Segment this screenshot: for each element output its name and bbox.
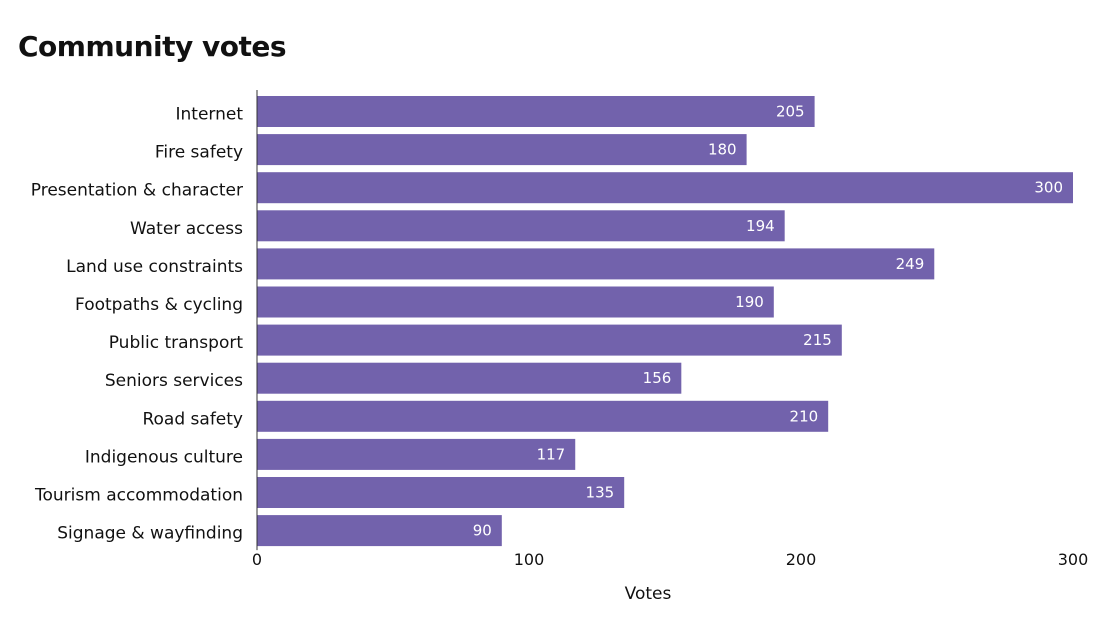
category-label: Water access: [130, 219, 243, 239]
bar: [257, 134, 747, 165]
x-axis-title: Votes: [625, 584, 672, 604]
category-label: Presentation & character: [31, 181, 243, 201]
x-tick-label: 200: [786, 550, 817, 569]
data-label: 190: [735, 293, 764, 311]
category-label: Signage & wayfinding: [57, 524, 243, 544]
bar: [257, 515, 502, 546]
category-label: Tourism accommodation: [34, 486, 243, 506]
bar: [257, 96, 815, 127]
data-label: 156: [643, 369, 672, 387]
category-label: Internet: [175, 105, 243, 125]
data-label: 215: [803, 331, 832, 349]
bar: [257, 325, 842, 356]
bar: [257, 401, 828, 432]
data-label: 135: [586, 484, 615, 502]
data-label: 117: [537, 445, 566, 463]
category-label: Public transport: [109, 333, 244, 353]
bar: [257, 363, 681, 394]
x-tick-label: 0: [252, 550, 262, 569]
bar: [257, 287, 774, 318]
data-label: 90: [473, 522, 492, 540]
data-label: 210: [790, 407, 819, 425]
x-tick-label: 300: [1058, 550, 1089, 569]
category-label: Fire safety: [155, 143, 243, 163]
bar: [257, 172, 1073, 203]
category-label: Footpaths & cycling: [75, 295, 243, 315]
category-label: Indigenous culture: [85, 447, 243, 467]
data-label: 249: [896, 255, 925, 273]
bar: [257, 248, 934, 279]
data-label: 194: [746, 217, 775, 235]
data-label: 180: [708, 141, 737, 159]
data-label: 300: [1034, 179, 1063, 197]
x-tick-label: 100: [514, 550, 545, 569]
data-label: 205: [776, 103, 805, 121]
category-label: Land use constraints: [66, 257, 243, 277]
bar: [257, 439, 575, 470]
category-label: Seniors services: [105, 371, 243, 391]
category-label: Road safety: [142, 409, 243, 429]
bars-layer: Internet 205 Fire safety 180 Presentation & …: [31, 96, 1073, 546]
bar: [257, 477, 624, 508]
x-ticks-layer: 0 100 200 300: [252, 550, 1088, 569]
bar: [257, 210, 785, 241]
